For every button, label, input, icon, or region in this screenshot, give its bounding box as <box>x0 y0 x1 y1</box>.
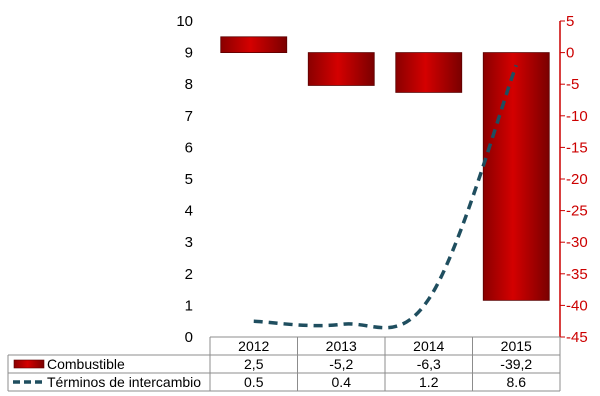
category-label: 2012 <box>238 338 269 354</box>
left-tick-label: 7 <box>185 108 193 125</box>
bar <box>307 52 375 86</box>
data-table: 2012 2013 2014 2015 Combustible 2,5 -5,2 -6,3 -3… <box>7 336 561 392</box>
left-tick-label: 5 <box>185 171 193 188</box>
right-tick-label: -30 <box>566 234 588 251</box>
legend-label: Combustible <box>47 356 125 372</box>
table-cell: 1.2 <box>419 374 439 390</box>
right-tick-label: -45 <box>566 329 588 346</box>
right-tick-label: -5 <box>566 76 579 93</box>
category-label: 2015 <box>501 338 532 354</box>
left-tick-label: 10 <box>176 13 193 30</box>
table-cell: -5,2 <box>329 356 353 372</box>
terminos-line <box>253 64 518 330</box>
right-tick-label: -35 <box>566 266 588 283</box>
table-cell: 0.4 <box>332 374 352 390</box>
table-cell: -39,2 <box>500 356 532 372</box>
left-tick-label: 6 <box>185 139 193 156</box>
left-tick-label: 9 <box>185 45 193 62</box>
left-axis-ticks: 0 1 2 3 4 5 6 7 8 9 10 <box>176 13 193 346</box>
right-tick-label: -25 <box>566 203 588 220</box>
right-axis-ticks: 5 0 -5 -10 -15 -20 -25 -30 -35 -40 -45 <box>566 13 588 346</box>
left-tick-label: 4 <box>185 203 193 220</box>
axis-lines <box>559 20 565 338</box>
right-tick-label: -20 <box>566 171 588 188</box>
table-cell: -6,3 <box>417 356 441 372</box>
legend-swatch-bar <box>13 359 45 369</box>
category-label: 2013 <box>326 338 357 354</box>
legend-label: Términos de intercambio <box>47 374 201 390</box>
right-tick-label: -10 <box>566 108 588 125</box>
bar <box>482 52 550 301</box>
left-tick-label: 0 <box>185 329 193 346</box>
left-tick-label: 8 <box>185 76 193 93</box>
table-cell: 0.5 <box>244 374 264 390</box>
left-tick-label: 1 <box>185 297 193 314</box>
right-tick-label: -15 <box>566 139 588 156</box>
left-tick-label: 3 <box>185 234 193 251</box>
bar <box>395 52 463 93</box>
right-tick-label: -40 <box>566 297 588 314</box>
bar <box>220 36 288 53</box>
bar-series <box>220 36 550 301</box>
table-cell: 8.6 <box>507 374 527 390</box>
right-tick-label: 0 <box>566 45 574 62</box>
left-tick-label: 2 <box>185 266 193 283</box>
right-tick-label: 5 <box>566 13 574 30</box>
category-label: 2014 <box>413 338 444 354</box>
line-series <box>253 64 518 330</box>
table-cell: 2,5 <box>244 356 264 372</box>
